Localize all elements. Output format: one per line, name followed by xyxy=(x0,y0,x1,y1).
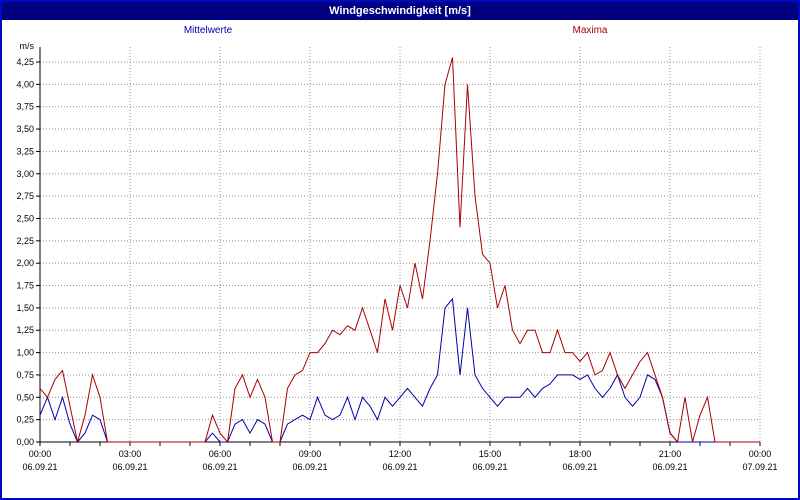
svg-text:3,50: 3,50 xyxy=(16,124,34,134)
page-title: Windgeschwindigkeit [m/s] xyxy=(329,5,471,17)
svg-text:4,00: 4,00 xyxy=(16,79,34,89)
svg-text:06.09.21: 06.09.21 xyxy=(202,462,237,472)
legend-mittelwerte: Mittelwerte xyxy=(183,25,233,36)
svg-text:06.09.21: 06.09.21 xyxy=(652,462,687,472)
svg-text:1,50: 1,50 xyxy=(16,303,34,313)
svg-text:0,25: 0,25 xyxy=(16,415,34,425)
svg-text:06.09.21: 06.09.21 xyxy=(22,462,57,472)
svg-text:2,00: 2,00 xyxy=(16,258,34,268)
svg-text:1,00: 1,00 xyxy=(16,348,34,358)
svg-text:2,25: 2,25 xyxy=(16,236,34,246)
legend-maxima: Maxima xyxy=(572,25,608,36)
svg-text:0,75: 0,75 xyxy=(16,370,34,380)
svg-text:06.09.21: 06.09.21 xyxy=(562,462,597,472)
svg-text:06:00: 06:00 xyxy=(209,449,232,459)
title-bar: Windgeschwindigkeit [m/s] xyxy=(2,2,798,20)
svg-text:06.09.21: 06.09.21 xyxy=(112,462,147,472)
svg-text:09:00: 09:00 xyxy=(299,449,322,459)
svg-text:15:00: 15:00 xyxy=(479,449,502,459)
svg-text:03:00: 03:00 xyxy=(119,449,142,459)
svg-text:2,50: 2,50 xyxy=(16,213,34,223)
svg-text:00:00: 00:00 xyxy=(749,449,772,459)
svg-text:06.09.21: 06.09.21 xyxy=(292,462,327,472)
svg-text:21:00: 21:00 xyxy=(659,449,682,459)
svg-text:2,75: 2,75 xyxy=(16,191,34,201)
svg-text:3,00: 3,00 xyxy=(16,169,34,179)
svg-text:3,75: 3,75 xyxy=(16,102,34,112)
svg-text:07.09.21: 07.09.21 xyxy=(742,462,777,472)
svg-text:06.09.21: 06.09.21 xyxy=(382,462,417,472)
svg-text:0,00: 0,00 xyxy=(16,437,34,447)
svg-text:12:00: 12:00 xyxy=(389,449,412,459)
svg-text:3,25: 3,25 xyxy=(16,146,34,156)
svg-text:m/s: m/s xyxy=(20,41,35,51)
svg-text:1,75: 1,75 xyxy=(16,281,34,291)
svg-text:00:00: 00:00 xyxy=(29,449,52,459)
svg-text:4,25: 4,25 xyxy=(16,57,34,67)
svg-text:0,50: 0,50 xyxy=(16,392,34,402)
svg-text:06.09.21: 06.09.21 xyxy=(472,462,507,472)
svg-text:1,25: 1,25 xyxy=(16,325,34,335)
svg-text:18:00: 18:00 xyxy=(569,449,592,459)
